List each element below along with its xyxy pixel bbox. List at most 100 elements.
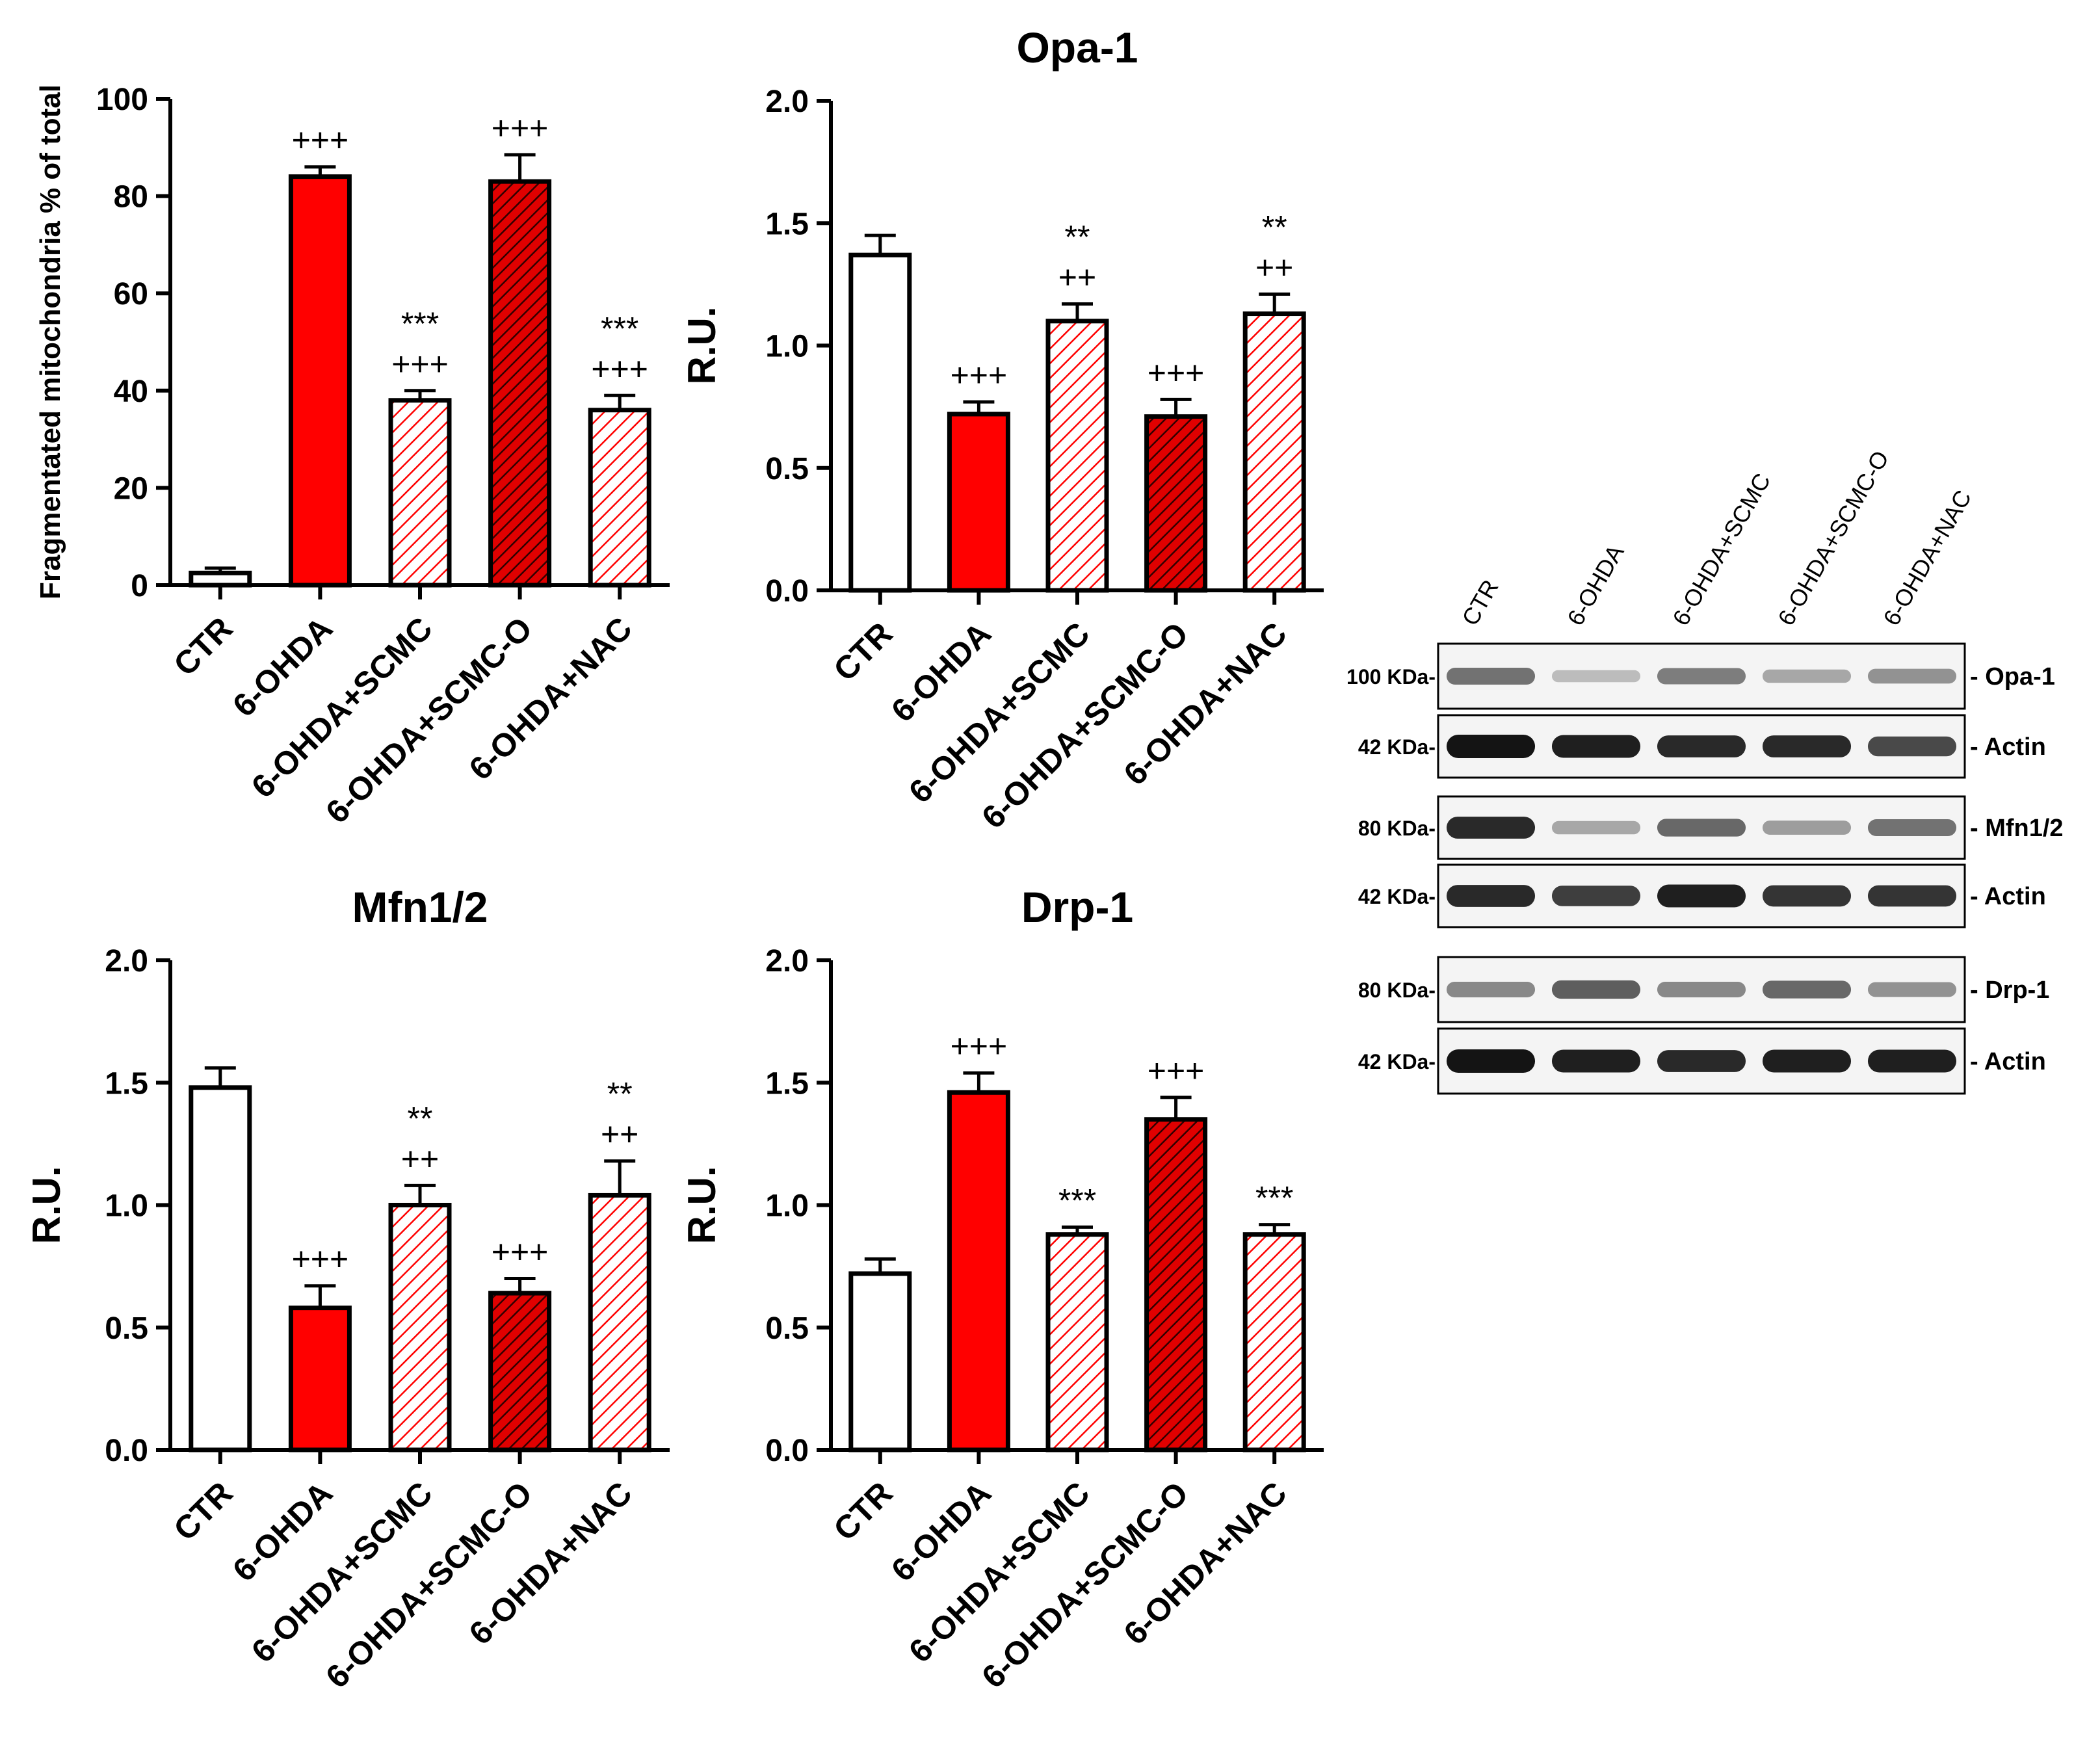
blot-band xyxy=(1446,885,1536,907)
x-tick-label: CTR xyxy=(166,1475,239,1547)
bar xyxy=(189,1085,252,1452)
significance-label: +++ xyxy=(591,350,648,387)
blot-band xyxy=(1657,668,1746,685)
blot-band xyxy=(1551,1049,1641,1073)
y-tick-label: 0 xyxy=(131,569,148,603)
western-blot-panel: CTR 6-OHDA 6-OHDA+SCMC6-OHDA+SCMC-O6-OHDA+… xyxy=(1346,446,2064,1095)
blot-band xyxy=(1551,886,1641,906)
significance-label: +++ xyxy=(951,357,1008,393)
blot-band xyxy=(1867,668,1957,684)
blot-band xyxy=(1867,982,1957,997)
x-tick-label: 6-OHDA+SCMC xyxy=(902,615,1097,810)
significance-label: +++ xyxy=(492,110,549,146)
significance-label: +++ xyxy=(292,122,349,159)
y-tick-label: 0.5 xyxy=(765,1311,809,1346)
significance-label: ** xyxy=(1065,218,1090,255)
y-tick-label: 20 xyxy=(114,471,148,506)
lane-label: 6-OHDA+SCMC-O xyxy=(1772,446,1894,630)
y-tick-label: 2.0 xyxy=(765,944,809,979)
blot-band xyxy=(1762,885,1852,907)
y-axis-label: R.U. xyxy=(680,307,724,385)
blot-band xyxy=(1657,1050,1746,1072)
bar xyxy=(588,408,651,588)
x-tick-label: CTR xyxy=(826,615,899,688)
chart-drp1: Drp-1R.U.0.00.51.01.52.0CTR6-OHDA+++6-OH… xyxy=(680,883,1324,1695)
significance-label: +++ xyxy=(1148,1053,1205,1089)
y-tick-label: 1.0 xyxy=(765,1189,809,1224)
blot-band xyxy=(1867,885,1957,907)
significance-label: *** xyxy=(401,306,439,342)
blot-band xyxy=(1762,821,1852,835)
blot-band xyxy=(1762,1049,1852,1073)
blot-band xyxy=(1446,735,1536,758)
bar xyxy=(388,398,452,588)
bar xyxy=(1144,1117,1208,1452)
y-tick-label: 2.0 xyxy=(105,944,148,979)
y-tick-label: 100 xyxy=(96,83,148,117)
y-axis-label: R.U. xyxy=(25,1166,68,1244)
blot-band xyxy=(1657,982,1746,997)
y-tick-label: 1.0 xyxy=(765,330,809,364)
blot-band xyxy=(1762,735,1852,757)
bar xyxy=(848,1271,912,1452)
blot-band xyxy=(1446,1049,1536,1073)
bar xyxy=(1045,319,1109,593)
blot-band xyxy=(1867,819,1957,837)
significance-label: +++ xyxy=(292,1241,349,1278)
x-tick-label: 6-OHDA+SCMC xyxy=(902,1475,1097,1670)
bar xyxy=(288,174,352,588)
chart-title: Drp-1 xyxy=(1021,883,1133,931)
y-tick-label: 2.0 xyxy=(765,85,809,119)
blot-band xyxy=(1446,817,1536,839)
significance-label: +++ xyxy=(1148,354,1205,391)
chart-title: Mfn1/2 xyxy=(352,883,488,931)
lane-label: 6-OHDA xyxy=(1562,540,1629,630)
y-tick-label: 0.0 xyxy=(765,574,809,609)
bar xyxy=(947,1090,1010,1452)
protein-label: - Drp-1 xyxy=(1970,977,2049,1004)
molecular-weight-marker: 80 KDa- xyxy=(1358,817,1436,840)
chart-mfn12: Mfn1/2R.U.0.00.51.01.52.0CTR6-OHDA+++6-O… xyxy=(25,883,670,1695)
lane-label: CTR xyxy=(1456,575,1504,630)
blot-band xyxy=(1657,735,1746,757)
y-tick-label: 1.5 xyxy=(105,1066,148,1101)
bar xyxy=(1045,1232,1109,1452)
molecular-weight-marker: 80 KDa- xyxy=(1358,979,1436,1002)
bar xyxy=(189,570,252,588)
bar xyxy=(288,1306,352,1452)
bar xyxy=(1242,1232,1306,1452)
bar xyxy=(588,1192,651,1452)
molecular-weight-marker: 42 KDa- xyxy=(1358,1050,1436,1073)
blot-band xyxy=(1867,1049,1957,1073)
y-axis-label: Fragmentated mitochondria % of total xyxy=(34,85,66,599)
y-tick-label: 0.5 xyxy=(105,1311,148,1346)
significance-label: ++ xyxy=(1255,249,1293,285)
blot-band xyxy=(1657,819,1746,837)
blot-band xyxy=(1867,736,1957,757)
y-tick-label: 1.5 xyxy=(765,207,809,241)
significance-label: *** xyxy=(1058,1182,1096,1218)
y-tick-label: 1.0 xyxy=(105,1189,148,1224)
protein-label: - Actin xyxy=(1970,1048,2046,1075)
protein-label: - Opa-1 xyxy=(1970,663,2055,690)
blot-band xyxy=(1551,980,1641,999)
bar xyxy=(488,179,552,588)
significance-label: ** xyxy=(607,1076,633,1112)
blot-band xyxy=(1762,669,1852,683)
y-tick-label: 40 xyxy=(114,374,148,409)
significance-label: *** xyxy=(1255,1180,1293,1216)
blot-band xyxy=(1446,667,1536,685)
molecular-weight-marker: 100 KDa- xyxy=(1346,665,1436,689)
y-tick-label: 1.5 xyxy=(765,1066,809,1101)
blot-band xyxy=(1551,735,1641,758)
protein-label: - Actin xyxy=(1970,733,2046,761)
lane-label: 6-OHDA+NAC xyxy=(1878,486,1976,630)
significance-label: ++ xyxy=(601,1116,638,1153)
chart-fragmented-mitochondria: Fragmentated mitochondria % of total 0 20 4… xyxy=(34,83,670,830)
significance-label: ++ xyxy=(1058,259,1096,295)
molecular-weight-marker: 42 KDa- xyxy=(1358,885,1436,908)
blot-band xyxy=(1446,982,1536,997)
y-tick-label: 0.5 xyxy=(765,452,809,486)
bar xyxy=(848,252,912,593)
x-tick-label: CTR xyxy=(826,1475,899,1547)
